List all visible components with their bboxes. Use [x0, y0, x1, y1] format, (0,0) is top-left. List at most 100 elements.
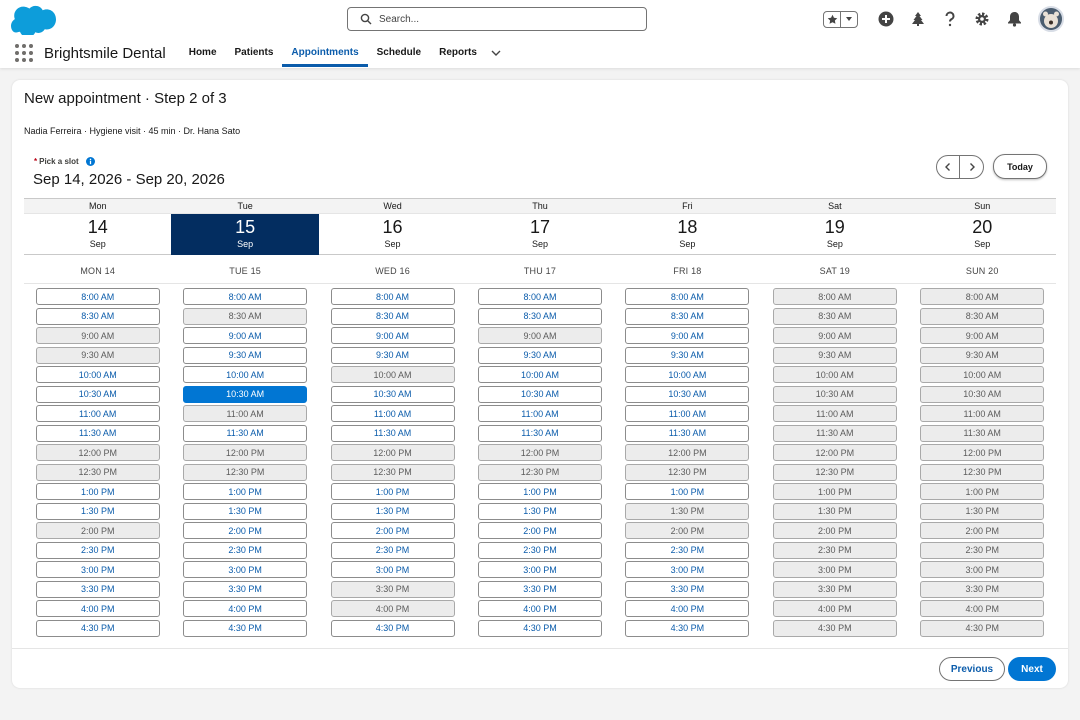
time-slot[interactable]: 1:30 PM [330, 502, 455, 520]
day-fri[interactable]: Fri 18 Sep [613, 199, 762, 255]
time-slot[interactable]: 4:30 PM [477, 619, 602, 637]
time-slot[interactable]: 4:00 PM [183, 600, 308, 617]
time-slot[interactable]: 8:00 AM [625, 288, 750, 305]
time-slot[interactable]: 10:30 AM [477, 385, 602, 403]
day-tue[interactable]: Tue 15 Sep [171, 199, 319, 255]
time-slot[interactable]: 9:30 AM [183, 346, 308, 364]
time-slot[interactable]: 11:30 AM [625, 424, 750, 442]
notifications-bell-icon[interactable] [1005, 10, 1023, 28]
nav-tab-home[interactable]: Home [188, 47, 217, 58]
time-slot[interactable]: 2:00 PM [183, 522, 308, 539]
favorites-star-icon[interactable] [824, 11, 842, 27]
time-slot[interactable]: 11:30 AM [183, 424, 308, 442]
time-slot[interactable]: 9:00 AM [625, 327, 750, 344]
time-slot[interactable]: 11:00 AM [625, 405, 750, 422]
time-slot[interactable]: 2:00 PM [330, 522, 455, 539]
time-slot[interactable]: 11:00 AM [477, 405, 602, 422]
time-slot[interactable]: 4:30 PM [330, 619, 455, 637]
time-slot[interactable]: 4:00 PM [35, 600, 160, 617]
more-nav-chevron-down-icon[interactable] [490, 46, 504, 60]
time-slot[interactable]: 9:00 AM [183, 327, 308, 344]
time-slot[interactable]: 3:00 PM [330, 561, 455, 578]
nav-tab-schedule[interactable]: Schedule [376, 47, 422, 58]
next-week-chevron-right-icon[interactable] [960, 156, 983, 178]
time-slot[interactable]: 11:00 AM [330, 405, 455, 422]
time-slot[interactable]: 10:00 AM [183, 366, 308, 383]
time-slot[interactable]: 2:30 PM [330, 541, 455, 559]
nav-tab-patients[interactable]: Patients [234, 47, 274, 58]
help-icon[interactable] [941, 10, 959, 28]
time-slot[interactable]: 4:30 PM [183, 619, 308, 637]
time-slot[interactable]: 4:30 PM [35, 619, 160, 637]
time-slot[interactable]: 3:30 PM [35, 580, 160, 598]
time-slot[interactable]: 10:00 AM [625, 366, 750, 383]
day-sat[interactable]: Sat 19 Sep [761, 199, 909, 255]
time-slot[interactable]: 1:00 PM [330, 483, 455, 500]
time-slot[interactable]: 11:30 AM [330, 424, 455, 442]
time-slot[interactable]: 1:30 PM [183, 502, 308, 520]
day-mon[interactable]: Mon 14 Sep [24, 199, 172, 255]
time-slot[interactable]: 9:30 AM [625, 346, 750, 364]
time-slot[interactable]: 1:00 PM [183, 483, 308, 500]
time-slot[interactable]: 10:30 AM [330, 385, 455, 403]
add-icon[interactable] [877, 10, 895, 28]
time-slot[interactable]: 11:30 AM [35, 424, 160, 442]
time-slot[interactable]: 1:00 PM [477, 483, 602, 500]
time-slot[interactable]: 1:30 PM [477, 502, 602, 520]
time-slot[interactable]: 1:00 PM [35, 483, 160, 500]
global-search-input[interactable]: Search... [347, 7, 647, 31]
time-slot[interactable]: 2:00 PM [477, 522, 602, 539]
time-slot[interactable]: 1:30 PM [35, 502, 160, 520]
time-slot[interactable]: 10:00 AM [477, 366, 602, 383]
app-launcher-icon[interactable] [15, 44, 33, 62]
time-slot[interactable]: 4:00 PM [477, 600, 602, 617]
info-icon[interactable] [85, 157, 95, 166]
settings-gear-icon[interactable] [973, 10, 991, 28]
time-slot[interactable]: 8:00 AM [477, 288, 602, 305]
next-button[interactable]: Next [1008, 657, 1056, 681]
day-sun[interactable]: Sun 20 Sep [908, 199, 1056, 255]
time-slot[interactable]: 3:00 PM [477, 561, 602, 578]
favorites-button-group[interactable] [823, 10, 858, 28]
time-slot[interactable]: 11:00 AM [35, 405, 160, 422]
time-slot[interactable]: 3:30 PM [183, 580, 308, 598]
time-slot[interactable]: 2:30 PM [35, 541, 160, 559]
today-button[interactable]: Today [993, 154, 1047, 179]
time-slot[interactable]: 8:00 AM [330, 288, 455, 305]
time-slot[interactable]: 9:30 AM [330, 346, 455, 364]
time-slot[interactable]: 11:30 AM [477, 424, 602, 442]
time-slot[interactable]: 10:30 AM [35, 385, 160, 403]
time-slot[interactable]: 9:00 AM [330, 327, 455, 344]
time-slot[interactable]: 3:30 PM [477, 580, 602, 598]
nav-tab-appointments[interactable]: Appointments [282, 38, 368, 68]
time-slot[interactable]: 2:30 PM [625, 541, 750, 559]
favorites-chevron-down-icon[interactable] [841, 12, 857, 27]
time-slot[interactable]: 8:30 AM [35, 307, 160, 325]
user-avatar[interactable] [1038, 6, 1064, 32]
time-slot[interactable]: 1:00 PM [625, 483, 750, 500]
time-slot[interactable]: 10:00 AM [35, 366, 160, 383]
previous-button[interactable]: Previous [939, 657, 1005, 681]
time-slot[interactable]: 3:00 PM [183, 561, 308, 578]
time-slot[interactable]: 2:30 PM [183, 541, 308, 559]
time-slot[interactable]: 8:30 AM [477, 307, 602, 325]
selected-time-slot[interactable]: 10:30 AM [183, 385, 308, 403]
time-slot[interactable]: 3:00 PM [625, 561, 750, 578]
day-wed[interactable]: Wed 16 Sep [318, 199, 467, 255]
time-slot[interactable]: 9:30 AM [477, 346, 602, 364]
time-slot[interactable]: 3:30 PM [625, 580, 750, 598]
time-slot[interactable]: 2:30 PM [477, 541, 602, 559]
time-slot[interactable]: 8:00 AM [183, 288, 308, 305]
time-slot[interactable]: 8:30 AM [330, 307, 455, 325]
nav-tab-reports[interactable]: Reports [439, 47, 477, 58]
time-slot[interactable]: 10:30 AM [625, 385, 750, 403]
salesforce-cloud-logo[interactable] [11, 3, 56, 35]
trailhead-icon[interactable] [909, 10, 927, 28]
time-slot[interactable]: 4:00 PM [625, 600, 750, 617]
time-slot[interactable]: 3:00 PM [35, 561, 160, 578]
time-slot[interactable]: 8:00 AM [35, 288, 160, 305]
time-slot[interactable]: 8:30 AM [625, 307, 750, 325]
day-thu[interactable]: Thu 17 Sep [466, 199, 614, 255]
time-slot[interactable]: 4:30 PM [625, 619, 750, 637]
previous-week-chevron-left-icon[interactable] [937, 156, 961, 178]
